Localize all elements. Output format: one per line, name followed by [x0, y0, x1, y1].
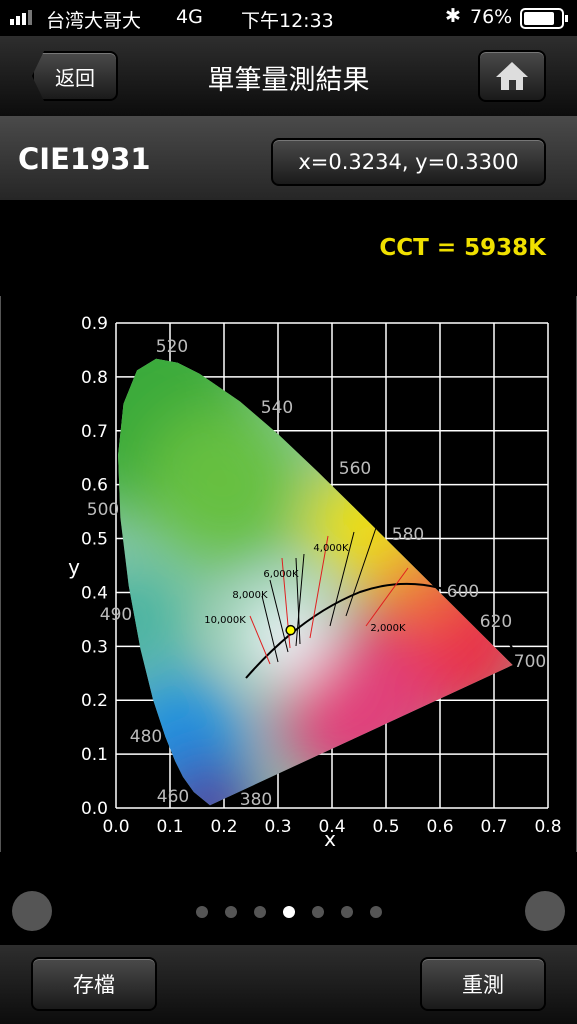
cct-label: 6,000K — [263, 569, 299, 580]
locus-tint — [144, 404, 304, 565]
home-icon — [496, 62, 528, 90]
wavelength-label: 520 — [156, 337, 188, 357]
wavelength-label: 480 — [130, 727, 162, 747]
cct-label: 10,000K — [204, 615, 246, 626]
coordinates-button[interactable]: x=0.3234, y=0.3300 — [271, 138, 546, 186]
isotherm — [261, 595, 279, 663]
wavelength-label: 560 — [339, 459, 371, 479]
y-tick-label: 0.1 — [81, 745, 108, 765]
wavelength-label: 500 — [87, 500, 119, 520]
battery-icon — [520, 8, 568, 29]
wavelength-label: 540 — [261, 398, 293, 418]
carrier: 台湾大哥大 — [46, 10, 142, 32]
y-tick-label: 0.9 — [81, 314, 108, 334]
isotherm — [295, 553, 305, 647]
x-tick-label: 0.4 — [318, 817, 345, 837]
y-tick-label: 0.3 — [81, 637, 108, 657]
time: 下午12:33 — [241, 10, 334, 32]
nav-bar: 返回 單筆量測結果 — [0, 36, 577, 116]
isotherm — [295, 557, 301, 645]
wavelength-label: 700 — [514, 652, 546, 672]
signal-icon — [10, 10, 32, 25]
isotherm — [329, 531, 355, 627]
isotherm — [365, 567, 409, 627]
next-button[interactable] — [525, 891, 565, 931]
isotherm — [269, 579, 289, 653]
chart: 0.0 0.1 0.2 0.3 0.4 0.5 0.6 0.7 0.8 0.0 0.1 0.2 0.3 0… — [0, 296, 577, 852]
y-tick-label: 0.2 — [81, 691, 108, 711]
nav-title: 單筆量測結果 — [207, 65, 370, 96]
wavelength-label: 620 — [480, 612, 512, 632]
cct-value: CCT = 5938K — [379, 235, 546, 261]
measured-point — [285, 624, 296, 636]
cct-label: 4,000K — [313, 543, 349, 554]
isotherm — [345, 521, 379, 617]
wavelength-label: 490 — [100, 605, 132, 625]
network: 4G — [176, 6, 203, 28]
header-bar: CIE1931 x=0.3234, y=0.3300 — [0, 116, 577, 200]
isotherm — [309, 535, 329, 639]
y-axis-label: y — [68, 555, 80, 579]
remeasure-button[interactable]: 重測 — [420, 957, 546, 1011]
page-dot[interactable] — [254, 906, 266, 918]
bluetooth-icon: ✱ — [445, 5, 461, 27]
page-dot[interactable] — [341, 906, 353, 918]
save-button[interactable]: 存檔 — [31, 957, 157, 1011]
page-dot[interactable] — [196, 906, 208, 918]
wavelength-label: 380 — [240, 790, 272, 810]
x-tick-label: 0.3 — [264, 817, 291, 837]
y-tick-label: 0.4 — [81, 583, 108, 603]
wavelength-label: 460 — [157, 787, 189, 807]
battery-text: 76% — [470, 6, 513, 28]
page-dot[interactable] — [370, 906, 382, 918]
x-tick-label: 0.1 — [156, 817, 183, 837]
page-dot[interactable] — [312, 906, 324, 918]
x-tick-label: 0.0 — [102, 817, 129, 837]
footer-bar: 存檔 重測 — [0, 945, 577, 1024]
isotherm — [249, 615, 271, 665]
cct-label: 8,000K — [232, 590, 268, 601]
page-dot-active[interactable] — [283, 906, 295, 918]
x-tick-label: 0.8 — [534, 817, 561, 837]
cct-label: 2,000K — [370, 623, 406, 634]
y-tick-label: 0.8 — [81, 368, 108, 388]
status-bar: 台湾大哥大 4G 下午12:33 ✱ 76% — [0, 0, 577, 36]
x-tick-label: 0.7 — [480, 817, 507, 837]
home-button[interactable] — [478, 50, 546, 102]
y-tick-label: 0.5 — [81, 530, 108, 550]
wavelength-label: 580 — [392, 525, 424, 545]
x-tick-label: 0.5 — [372, 817, 399, 837]
header-title: CIE1931 — [18, 142, 151, 176]
x-tick-label: 0.2 — [210, 817, 237, 837]
x-tick-label: 0.6 — [426, 817, 453, 837]
wavelength-label: 600 — [447, 582, 479, 602]
back-button[interactable]: 返回 — [32, 51, 118, 101]
y-tick-label: 0.0 — [81, 799, 108, 819]
page-dot[interactable] — [225, 906, 237, 918]
x-axis-label: x — [324, 827, 336, 851]
y-tick-label: 0.7 — [81, 422, 108, 442]
prev-button[interactable] — [12, 891, 52, 931]
y-tick-label: 0.6 — [81, 476, 108, 496]
pager — [12, 891, 565, 931]
